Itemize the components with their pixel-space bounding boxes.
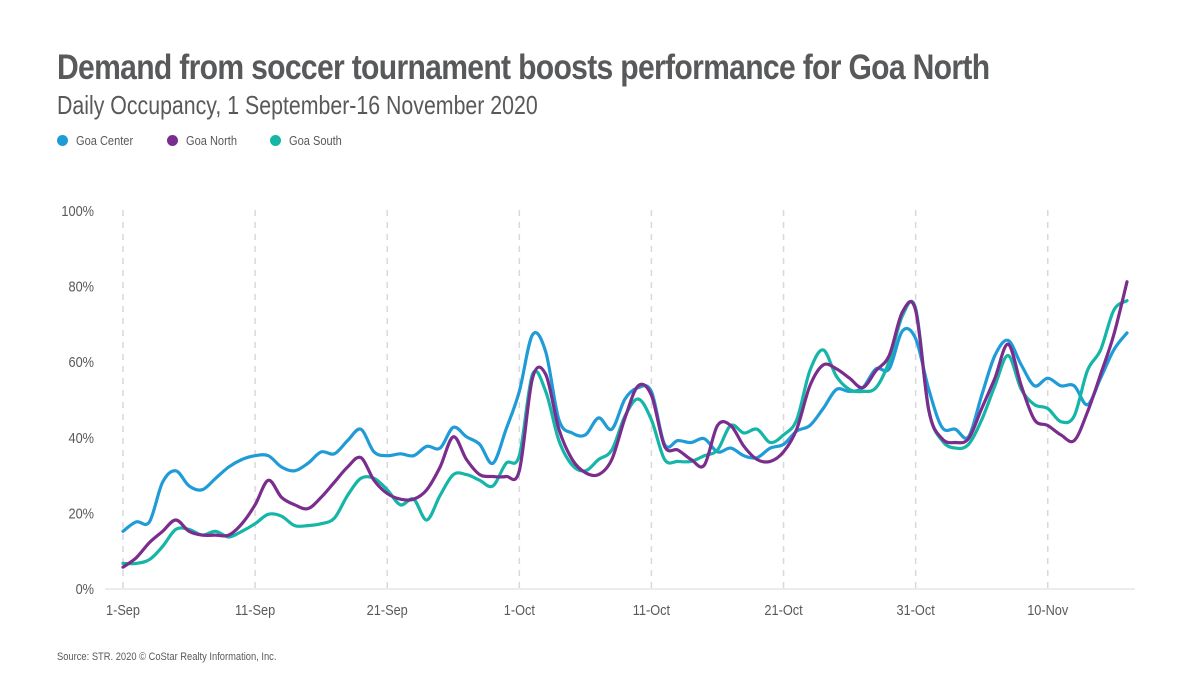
y-tick-label: 40% — [68, 429, 94, 446]
x-tick-label: 31-Oct — [897, 601, 935, 618]
legend: Goa Center Goa North Goa South — [57, 133, 375, 148]
series-line-goa-south — [121, 299, 1129, 566]
x-tick-label: 11-Oct — [633, 601, 670, 618]
legend-item-goa-south[interactable]: Goa South — [270, 133, 351, 148]
chart-subtitle: Daily Occupancy, 1 September-16 November… — [57, 90, 538, 120]
y-tick-label: 60% — [68, 353, 94, 370]
y-tick-label: 20% — [68, 504, 94, 521]
x-tick-label: 1-Oct — [504, 601, 535, 618]
x-tick-label: 10-Nov — [1027, 601, 1068, 618]
x-tick-label: 11-Sep — [235, 601, 275, 618]
chart-title: Demand from soccer tournament boosts per… — [57, 48, 990, 87]
y-axis-ticks: 0% 20% 40% 60% 80% 100% — [61, 202, 94, 597]
legend-label: Goa Center — [76, 133, 134, 148]
y-tick-label: 0% — [76, 580, 94, 597]
series-lines — [121, 280, 1129, 569]
series-line-goa-center — [121, 326, 1129, 533]
x-axis-ticks: 1-Sep 11-Sep 21-Sep 1-Oct 11-Oct 21-Oct 31-Oct… — [106, 601, 1068, 618]
legend-dot-icon — [57, 135, 68, 146]
x-tick-label: 21-Sep — [367, 601, 408, 618]
y-tick-label: 100% — [61, 202, 94, 219]
legend-item-goa-north[interactable]: Goa North — [167, 133, 246, 148]
y-tick-label: 80% — [68, 278, 94, 295]
series-line-goa-north — [121, 280, 1129, 569]
legend-dot-icon — [270, 135, 282, 146]
legend-label: Goa North — [186, 133, 238, 148]
legend-dot-icon — [167, 135, 179, 146]
legend-item-goa-center[interactable]: Goa Center — [57, 133, 143, 148]
x-tick-label: 21-Oct — [764, 601, 802, 618]
x-tick-label: 1-Sep — [106, 601, 140, 618]
legend-label: Goa South — [289, 133, 343, 148]
source-note: Source: STR. 2020 © CoStar Realty Inform… — [57, 651, 277, 663]
gridlines — [122, 210, 1049, 588]
